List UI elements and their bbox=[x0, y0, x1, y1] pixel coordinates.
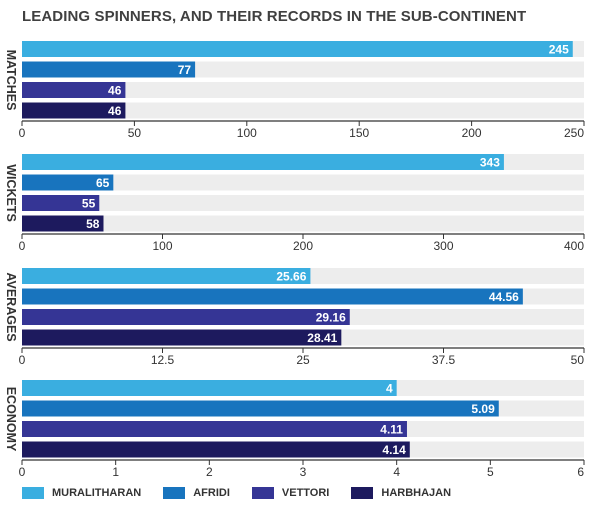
value-label-wickets-afridi: 65 bbox=[96, 176, 110, 190]
x-tick-label-wickets-4: 400 bbox=[564, 239, 584, 253]
value-label-economy-muralitharan: 4 bbox=[386, 382, 393, 396]
x-tick-label-matches-1: 50 bbox=[128, 126, 142, 140]
value-label-economy-afridi: 5.09 bbox=[471, 402, 495, 416]
x-tick-label-wickets-0: 0 bbox=[19, 239, 26, 253]
bar-track-wickets-afridi bbox=[22, 174, 584, 191]
legend: MURALITHARAN AFRIDI VETTORI HARBHAJAN bbox=[22, 487, 451, 499]
panel-economy: ECONOMY 4 5.09 4.11 4.14 0 1 2 3 4 5 6 bbox=[4, 380, 585, 479]
legend-label-harbhajan: HARBHAJAN bbox=[381, 487, 452, 499]
x-tick-label-wickets-3: 300 bbox=[433, 239, 453, 253]
value-label-economy-vettori: 4.11 bbox=[380, 423, 403, 437]
bar-economy-muralitharan bbox=[22, 380, 397, 396]
value-label-wickets-muralitharan: 343 bbox=[480, 156, 500, 170]
x-tick-label-averages-1: 12.5 bbox=[151, 353, 175, 367]
x-tick-label-economy-6: 6 bbox=[577, 465, 584, 479]
x-tick-label-averages-3: 37.5 bbox=[432, 353, 456, 367]
value-label-wickets-harbhajan: 58 bbox=[86, 217, 100, 231]
bar-wickets-harbhajan bbox=[22, 215, 104, 232]
legend-label-vettori: VETTORI bbox=[281, 487, 330, 499]
legend-swatch-muralitharan bbox=[22, 487, 44, 499]
legend-label-muralitharan: MURALITHARAN bbox=[52, 487, 142, 499]
x-tick-label-wickets-1: 100 bbox=[152, 239, 172, 253]
value-label-matches-afridi: 77 bbox=[178, 63, 192, 77]
bar-track-matches-harbhajan bbox=[22, 102, 584, 119]
x-tick-label-matches-0: 0 bbox=[19, 126, 26, 140]
bar-wickets-vettori bbox=[22, 195, 100, 211]
x-tick-label-averages-2: 25 bbox=[296, 353, 310, 367]
x-tick-label-averages-0: 0 bbox=[19, 353, 26, 367]
bar-matches-muralitharan bbox=[22, 41, 573, 57]
legend-item-harbhajan: HARBHAJAN bbox=[351, 487, 451, 499]
value-label-economy-harbhajan: 4.14 bbox=[382, 443, 406, 457]
bar-wickets-afridi bbox=[22, 174, 114, 191]
bar-economy-vettori bbox=[22, 421, 407, 437]
x-tick-label-averages-4: 50 bbox=[571, 353, 585, 367]
bar-wickets-muralitharan bbox=[22, 154, 504, 170]
x-tick-label-economy-0: 0 bbox=[19, 465, 26, 479]
bar-matches-harbhajan bbox=[22, 102, 126, 119]
x-tick-label-matches-5: 250 bbox=[564, 126, 584, 140]
x-tick-label-matches-4: 200 bbox=[462, 126, 482, 140]
chart-title: LEADING SPINNERS, AND THEIR RECORDS IN T… bbox=[22, 8, 527, 25]
bar-economy-harbhajan bbox=[22, 441, 410, 458]
x-tick-label-economy-2: 2 bbox=[206, 465, 213, 479]
bar-averages-harbhajan bbox=[22, 329, 342, 346]
x-tick-label-wickets-2: 200 bbox=[293, 239, 313, 253]
value-label-wickets-vettori: 55 bbox=[82, 197, 96, 211]
legend-label-afridi: AFRIDI bbox=[193, 487, 230, 499]
legend-swatch-afridi bbox=[163, 487, 186, 499]
value-label-matches-vettori: 46 bbox=[108, 84, 122, 98]
x-tick-label-matches-2: 100 bbox=[237, 126, 257, 140]
value-label-averages-vettori: 29.16 bbox=[316, 311, 346, 325]
bar-matches-vettori bbox=[22, 82, 126, 98]
panel-averages: AVERAGES 25.66 44.56 29.16 28.41 0 12.5 25 37.5 5… bbox=[4, 268, 585, 367]
value-label-averages-afridi: 44.56 bbox=[489, 290, 519, 304]
bar-averages-afridi bbox=[22, 288, 523, 305]
bar-track-wickets-harbhajan bbox=[22, 215, 584, 232]
legend-item-afridi: AFRIDI bbox=[163, 487, 230, 499]
x-tick-label-economy-3: 3 bbox=[300, 465, 307, 479]
x-tick-label-economy-1: 1 bbox=[112, 465, 119, 479]
legend-swatch-harbhajan bbox=[351, 487, 374, 499]
bar-economy-afridi bbox=[22, 400, 499, 417]
panel-label-matches: MATCHES bbox=[4, 50, 18, 111]
bar-track-matches-vettori bbox=[22, 82, 584, 98]
legend-swatch-vettori bbox=[251, 487, 274, 499]
value-label-averages-muralitharan: 25.66 bbox=[276, 270, 306, 284]
value-label-averages-harbhajan: 28.41 bbox=[307, 331, 337, 345]
x-tick-label-economy-4: 4 bbox=[393, 465, 400, 479]
x-tick-label-matches-3: 150 bbox=[349, 126, 369, 140]
legend-item-vettori: VETTORI bbox=[251, 487, 330, 499]
panel-label-wickets: WICKETS bbox=[4, 164, 18, 222]
bar-averages-vettori bbox=[22, 309, 350, 325]
bar-matches-afridi bbox=[22, 61, 196, 78]
value-label-matches-muralitharan: 245 bbox=[549, 43, 569, 57]
panel-matches: MATCHES 245 77 46 46 0 50 100 150 200 250 bbox=[4, 41, 585, 140]
bar-track-wickets-vettori bbox=[22, 195, 584, 211]
panel-label-averages: AVERAGES bbox=[4, 272, 18, 341]
legend-item-muralitharan: MURALITHARAN bbox=[22, 487, 141, 499]
panel-label-economy: ECONOMY bbox=[4, 387, 18, 452]
value-label-matches-harbhajan: 46 bbox=[108, 104, 122, 118]
x-tick-label-economy-5: 5 bbox=[487, 465, 494, 479]
bar-averages-muralitharan bbox=[22, 268, 311, 284]
